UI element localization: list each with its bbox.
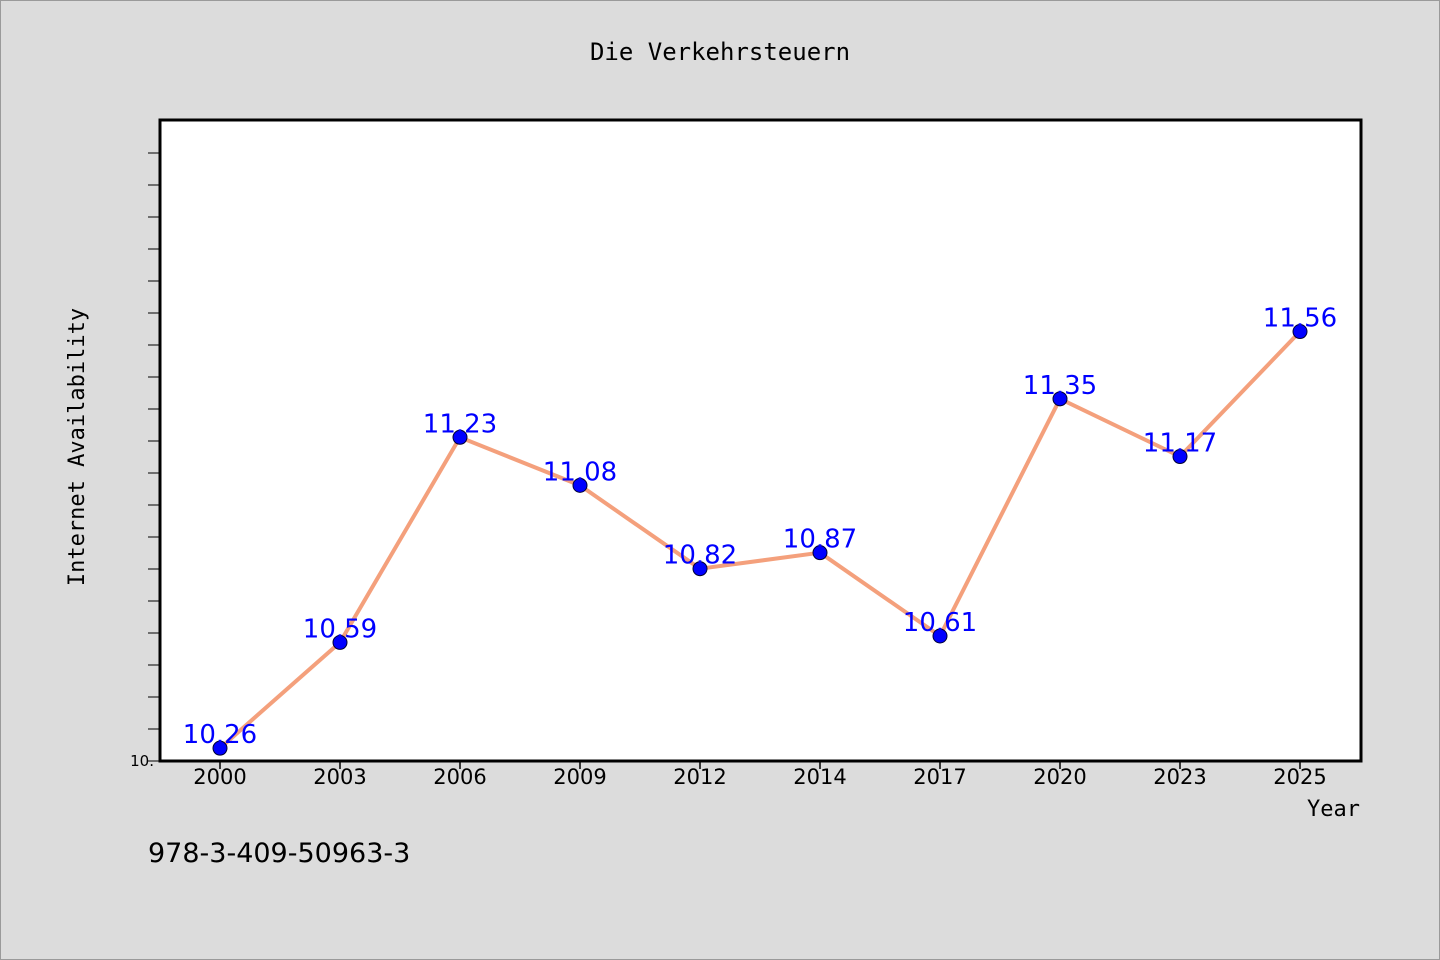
x-tick-label: 2012 xyxy=(673,765,726,789)
data-point xyxy=(332,634,348,650)
x-tick-label: 2023 xyxy=(1153,765,1206,789)
data-point xyxy=(1292,324,1308,340)
x-tick-label: 2025 xyxy=(1273,765,1326,789)
data-point xyxy=(572,477,588,493)
data-label: 10.59 xyxy=(303,614,377,644)
x-tick-label: 2009 xyxy=(553,765,606,789)
y-axis-ticks xyxy=(148,152,160,762)
data-label: 11.56 xyxy=(1263,304,1337,334)
plot-area xyxy=(158,118,1363,763)
data-labels: 10.26 10.59 11.23 11.08 10.82 10.87 10.61 11.35… xyxy=(183,304,1337,751)
series-line xyxy=(218,330,1302,750)
data-point xyxy=(692,561,708,577)
chart-title: Die Verkehrsteuern xyxy=(590,38,850,66)
x-tick-label: 2006 xyxy=(433,765,486,789)
data-point xyxy=(1172,449,1188,465)
data-label: 11.08 xyxy=(543,457,617,487)
x-tick-label: 2014 xyxy=(793,765,846,789)
x-axis-tick-labels: 2000 2003 2006 2009 2012 2014 2017 2020 2023 2025 xyxy=(193,765,1326,789)
series-markers xyxy=(212,324,1308,756)
x-tick-label: 2000 xyxy=(193,765,246,789)
data-label: 10.82 xyxy=(663,541,737,571)
data-point xyxy=(212,740,228,756)
data-point xyxy=(812,545,828,561)
data-label: 11.23 xyxy=(423,409,497,439)
data-point xyxy=(932,628,948,644)
data-point xyxy=(452,429,468,445)
data-label: 10.61 xyxy=(903,608,977,638)
x-axis-label: Year xyxy=(1307,797,1360,822)
data-label: 10.26 xyxy=(183,720,257,750)
x-tick-label: 2017 xyxy=(913,765,966,789)
isbn-footer: 978-3-409-50963-3 xyxy=(148,838,410,869)
data-label: 11.35 xyxy=(1023,371,1097,401)
x-axis-ticks xyxy=(219,761,1301,769)
y-axis-label: Internet Availability xyxy=(65,308,90,586)
y-tick-label: 10. xyxy=(130,752,154,770)
data-label: 10.87 xyxy=(783,525,857,555)
x-tick-label: 2020 xyxy=(1033,765,1086,789)
data-label: 11.17 xyxy=(1143,429,1217,459)
data-point xyxy=(1052,391,1068,407)
x-tick-label: 2003 xyxy=(313,765,366,789)
